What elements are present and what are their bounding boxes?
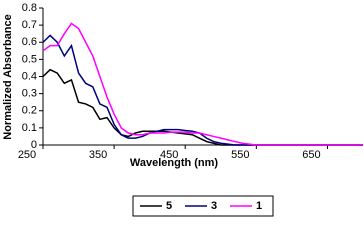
- y-tick-label: 0.5: [22, 53, 37, 65]
- x-tick-label: 650: [302, 149, 320, 161]
- y-tick-label: 0.4: [22, 70, 37, 82]
- x-tick-label: 550: [231, 149, 249, 161]
- y-tick-label: 0.3: [22, 88, 37, 100]
- x-tick-label: 250: [18, 149, 36, 161]
- x-tick-label: 450: [160, 149, 178, 161]
- x-tick-label: 350: [89, 149, 107, 161]
- y-tick-label: 0.1: [22, 122, 37, 134]
- y-axis-title: Normalized Absorbance: [2, 14, 14, 140]
- legend-label: 1: [256, 200, 262, 212]
- y-tick-label: 0: [31, 139, 37, 151]
- x-axis-title: Wavelength (nm): [130, 157, 219, 169]
- legend-label: 5: [166, 200, 172, 212]
- chart: Wavelength (nm) Normalized Absorbance 0 0…: [2, 2, 363, 217]
- y-tick-label: 0.7: [22, 19, 37, 31]
- legend-label: 3: [211, 200, 217, 212]
- y-tick-label: 0.6: [22, 36, 37, 48]
- legend-box: [132, 195, 274, 217]
- y-tick-label: 0.2: [22, 105, 37, 117]
- line-series: [42, 22, 363, 146]
- y-tick-label: 0.8: [22, 2, 37, 14]
